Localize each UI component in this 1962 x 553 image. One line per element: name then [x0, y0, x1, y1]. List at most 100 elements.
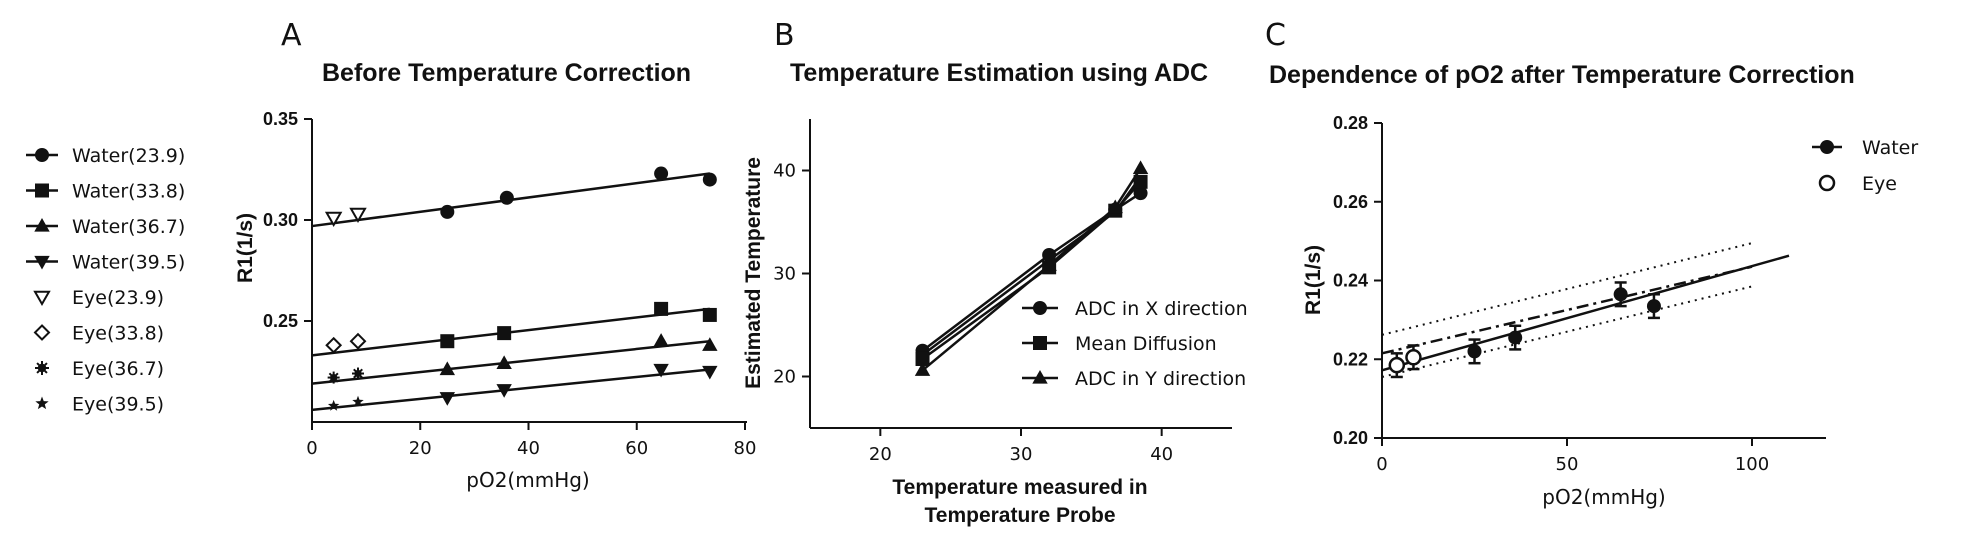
panel-a-fit-line	[311, 368, 710, 412]
panel-c: C Dependence of pO2 after Temperature Co…	[1265, 18, 1918, 509]
panel-a-point	[654, 301, 669, 316]
panel-c-y-label: R1(1/s)	[1302, 245, 1325, 315]
panel-a-legend-label: Water(23.9)	[72, 145, 185, 167]
panel-b-point-shape	[1132, 160, 1149, 175]
panel-a-point	[653, 333, 669, 347]
panel-c-point	[1646, 299, 1661, 314]
panel-a-legend-marker-shape	[35, 183, 49, 198]
panel-c-point	[1405, 349, 1422, 366]
panel-b-point-shape	[914, 362, 931, 376]
panel-b-point	[915, 351, 930, 366]
panel-a-x-tick-label: 20	[409, 438, 432, 459]
panel-a-fit-lines	[311, 172, 710, 412]
panel-a-point-shape	[702, 337, 718, 351]
panel-a-point	[440, 334, 455, 349]
panel-b-legend-marker	[1033, 336, 1047, 350]
panel-a-point	[702, 365, 718, 380]
panel-b-legend-label: Mean Diffusion	[1075, 333, 1217, 355]
panel-b-x-tick-label: 40	[1150, 444, 1173, 465]
panel-a-x-tick-label: 80	[734, 438, 757, 459]
panel-a-legend-label: Eye(33.8)	[72, 323, 164, 345]
panel-b-point-shape	[1133, 186, 1148, 201]
panel-b-legend-marker-shape	[1032, 369, 1048, 384]
panel-a-point-shape	[440, 334, 455, 349]
panel-a-point-shape	[654, 166, 669, 181]
panel-a-legend-marker	[33, 290, 51, 307]
panel-c-ci-lower	[1381, 285, 1753, 378]
panel-c-x-label: pO2(mmHg)	[1542, 485, 1665, 509]
panel-a-point-shape	[440, 204, 455, 219]
panel-a-point-shape	[702, 307, 717, 322]
panel-a-point	[324, 211, 343, 227]
panel-c-point-shape	[1405, 349, 1422, 366]
panel-b-point-shape	[1042, 247, 1057, 262]
panel-a-point-shape	[654, 301, 669, 316]
panel-b-letter: B	[774, 18, 795, 53]
panel-b-point	[1107, 199, 1123, 214]
panel-b-line	[921, 192, 1142, 352]
panel-a-point	[440, 204, 455, 219]
panel-b-point-shape	[1041, 257, 1057, 271]
panel-a-legend-label: Eye(36.7)	[72, 358, 164, 380]
panel-c-points	[1388, 281, 1661, 379]
panel-b-ticks: 20 30 40 20 30 40	[773, 161, 1173, 466]
panel-a-legend-marker	[33, 324, 51, 341]
panel-a-point	[352, 367, 365, 380]
panel-b-point-shape	[1107, 199, 1123, 214]
panel-c-point	[1467, 344, 1482, 359]
panel-a-y-tick-label: 0.35	[263, 109, 298, 129]
panel-b-legend-label: ADC in X direction	[1075, 298, 1248, 320]
panel-a-legend-marker-shape	[35, 148, 49, 162]
panel-a-point	[496, 355, 512, 370]
panel-a-point	[439, 361, 456, 376]
panel-a: A Before Temperature Correction 0 20 40 60 8…	[26, 18, 756, 492]
panel-c-legend-marker-shape	[1818, 174, 1836, 192]
panel-c-legend-marker-shape	[1820, 140, 1834, 154]
panel-b-x-label-line-1: Temperature measured in	[892, 476, 1147, 499]
panel-a-x-tick-label: 60	[625, 438, 648, 459]
panel-a-legend-label: Eye(23.9)	[72, 287, 164, 309]
panel-b-legend-label: ADC in Y direction	[1075, 368, 1246, 390]
panel-b-title: Temperature Estimation using ADC	[790, 59, 1208, 87]
panel-a-point-shape	[352, 395, 364, 407]
panel-c-lines	[1381, 242, 1790, 378]
panel-b-y-label: Estimated Temperature	[742, 157, 765, 389]
panel-a-legend-marker-shape	[33, 324, 51, 341]
panel-a-x-label: pO2(mmHg)	[466, 468, 589, 492]
panel-b-x-tick-label: 30	[1010, 444, 1033, 465]
panel-c-point-shape	[1467, 344, 1482, 359]
panel-a-point-shape	[349, 332, 367, 350]
panel-c-point-shape	[1613, 287, 1628, 302]
panel-c-point	[1508, 330, 1523, 345]
panel-a-point	[497, 326, 512, 341]
panel-b-y-tick-label: 30	[773, 264, 796, 285]
panel-a-point	[654, 166, 669, 181]
panel-a-legend-marker-shape	[33, 290, 51, 307]
panel-c-point	[1388, 356, 1406, 374]
panel-a-legend-label: Water(36.7)	[72, 216, 185, 238]
panel-c-ticks: 0 50 100 0.20 0.22 0.24 0.26 0.28	[1333, 113, 1769, 475]
panel-a-point-shape	[702, 365, 718, 380]
panel-a-legend-marker	[35, 183, 49, 198]
panel-a-point	[702, 172, 717, 187]
panel-c-ci-upper	[1381, 242, 1753, 336]
panel-a-legend-marker	[35, 148, 49, 162]
panel-b-legend-marker-shape	[1033, 301, 1047, 315]
panel-a-point	[327, 371, 340, 384]
panel-a-point-shape	[327, 399, 340, 411]
panel-a-point-shape	[439, 361, 456, 376]
panel-a-point-shape	[349, 207, 367, 223]
panel-c-y-tick-label: 0.26	[1333, 192, 1368, 212]
panel-c-point-shape	[1646, 299, 1661, 314]
panel-c-dashdot-line	[1381, 265, 1753, 355]
panel-a-legend-marker-shape	[34, 255, 50, 270]
panel-b-line	[921, 181, 1142, 361]
panel-c-y-tick-label: 0.24	[1333, 271, 1368, 291]
panel-a-point	[653, 363, 669, 378]
panel-a-x-tick-label: 0	[306, 438, 317, 459]
panel-b-y-tick-label: 40	[773, 161, 796, 182]
panel-b-legend-marker	[1033, 301, 1047, 315]
panel-a-legend-marker-ray	[36, 362, 48, 374]
panel-b-point	[914, 362, 931, 376]
panel-c-point-shape	[1508, 330, 1523, 345]
